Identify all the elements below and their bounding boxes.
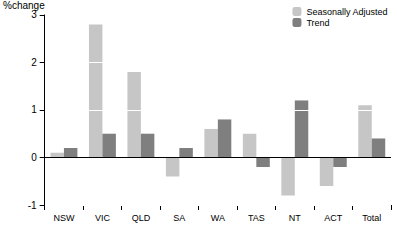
svg-text:Seasonally Adjusted: Seasonally Adjusted — [306, 7, 387, 17]
svg-text:TAS: TAS — [248, 213, 265, 223]
svg-text:ACT: ACT — [324, 213, 343, 223]
svg-text:NSW: NSW — [53, 213, 75, 223]
svg-text:Total: Total — [362, 213, 381, 223]
svg-text:3: 3 — [31, 9, 37, 20]
svg-text:QLD: QLD — [132, 213, 151, 223]
svg-text:1: 1 — [31, 104, 37, 115]
svg-text:2: 2 — [31, 57, 37, 68]
svg-text:Trend: Trend — [306, 18, 329, 28]
svg-text:SA: SA — [173, 213, 185, 223]
svg-text:WA: WA — [211, 213, 225, 223]
svg-text:NT: NT — [289, 213, 301, 223]
svg-text:%change: %change — [3, 0, 45, 11]
svg-text:-1: -1 — [28, 200, 37, 211]
svg-text:VIC: VIC — [95, 213, 111, 223]
svg-text:0: 0 — [31, 152, 37, 163]
